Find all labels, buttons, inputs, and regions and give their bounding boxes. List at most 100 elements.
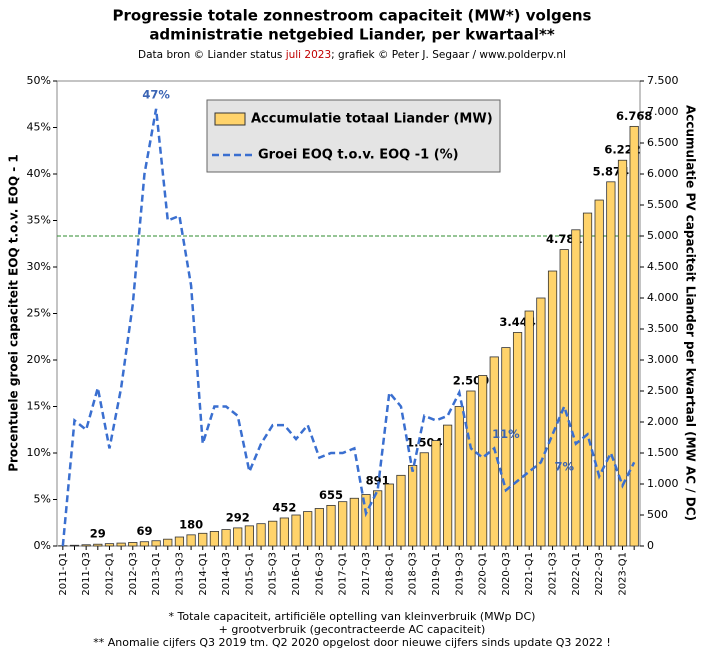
chart-title: administratie netgebied Liander, per kwa… [149,26,555,44]
y2-tick-label: 5.000 [647,229,679,242]
subtitle-part: juli 2023 [285,49,331,61]
y-tick-label: 20% [27,353,51,366]
x-tick-label: 2022-Q1 [571,552,582,596]
y2-tick-label: 500 [647,508,668,521]
y-tick-label: 5% [34,493,51,506]
x-tick-label: 2016-Q1 [291,552,302,596]
y2-tick-label: 6.500 [647,136,679,149]
annotation: 7% [554,459,574,473]
bar [291,514,301,547]
bar [303,511,313,547]
y2-axis-label: Accumulatie PV capaciteit Liander per kw… [684,105,698,521]
x-tick-label: 2020-Q1 [478,552,489,596]
y-tick-label: 30% [27,260,51,273]
bar [524,310,534,547]
bar [443,424,453,547]
bar [256,523,266,547]
x-tick-label: 2015-Q1 [244,552,255,596]
data-label: 891 [366,473,390,487]
x-tick-label: 2017-Q3 [361,552,372,596]
bar [209,531,220,547]
data-label: 69 [136,524,152,538]
y2-tick-label: 3.000 [647,353,679,366]
x-tick-label: 2011-Q1 [58,552,69,596]
bar [361,494,371,547]
x-tick-label: 2011-Q3 [81,552,92,596]
bar [477,375,488,547]
x-tick-label: 2019-Q1 [431,552,442,596]
y2-tick-label: 7.000 [647,105,679,118]
bar [594,199,604,547]
footnote: * Totale capaciteit, artificiële optelli… [169,610,536,623]
bar [396,474,406,547]
y2-tick-label: 2.500 [647,384,679,397]
data-label: 180 [179,517,203,531]
chart-title: Progressie totale zonnestroom capaciteit… [112,7,591,25]
y2-tick-label: 5.500 [647,198,679,211]
x-tick-label: 2022-Q3 [594,552,605,596]
y2-tick-label: 6.000 [647,167,679,180]
y2-tick-label: 4.500 [647,260,679,273]
data-label: 29 [90,527,106,541]
bar [629,125,639,547]
bar [279,517,289,547]
annotation: 11% [492,427,520,441]
bar [338,501,348,547]
bar [408,464,418,547]
subtitle-part: ; grafiek © Peter J. Segaar / www.polder… [331,49,566,61]
x-tick-label: 2018-Q3 [408,552,419,596]
x-tick-label: 2013-Q3 [174,552,185,596]
y-tick-label: 10% [27,446,51,459]
bar [617,159,628,547]
bar [431,440,441,547]
bar [512,332,523,547]
x-tick-label: 2017-Q1 [338,552,349,596]
bar [571,229,581,547]
y-tick-label: 40% [27,167,51,180]
annotation: 47% [142,87,170,101]
bar [163,538,173,547]
data-label: 6.768 [616,109,652,123]
x-tick-label: 2023-Q1 [618,552,629,596]
data-label: 292 [226,510,250,524]
bar [466,390,476,547]
bar [198,532,208,547]
footnote: + grootverbruik (gecontracteerde AC capa… [219,623,486,636]
subtitle-part: Data bron © Liander status [138,49,286,61]
bar [233,527,243,547]
bar [373,490,383,547]
bar [454,406,464,547]
bar [221,529,231,547]
y-axis-label: Procentuele groei capaciteit EOQ t.o.v. … [7,154,21,472]
bar [547,270,558,547]
y-tick-label: 0% [34,539,51,552]
bar [128,542,138,547]
bar [314,508,324,547]
bar [81,544,91,547]
y2-tick-label: 2.000 [647,415,679,428]
subtitle: Data bron © Liander status juli 2023; gr… [138,49,566,61]
bar [116,542,126,547]
data-label: 452 [272,500,296,514]
footnote: ** Anomalie cijfers Q3 2019 tm. Q2 2020 … [93,636,611,649]
x-tick-label: 2014-Q1 [198,552,209,596]
y-tick-label: 45% [27,121,51,134]
bar [139,541,150,547]
legend-swatch [214,112,246,126]
legend-label: Accumulatie totaal Liander (MW) [251,112,493,127]
bar [606,181,616,547]
y2-tick-label: 1.500 [647,446,679,459]
bar [186,534,196,547]
bar [326,504,336,547]
x-tick-label: 2014-Q3 [221,552,232,596]
bar [419,452,429,547]
bar [174,536,185,547]
x-tick-label: 2015-Q3 [268,552,279,596]
y-tick-label: 25% [27,307,51,320]
bar [268,520,278,547]
x-tick-label: 2013-Q1 [151,552,162,596]
x-tick-label: 2012-Q3 [128,552,139,596]
bar [582,212,593,547]
x-tick-label: 2020-Q3 [501,552,512,596]
